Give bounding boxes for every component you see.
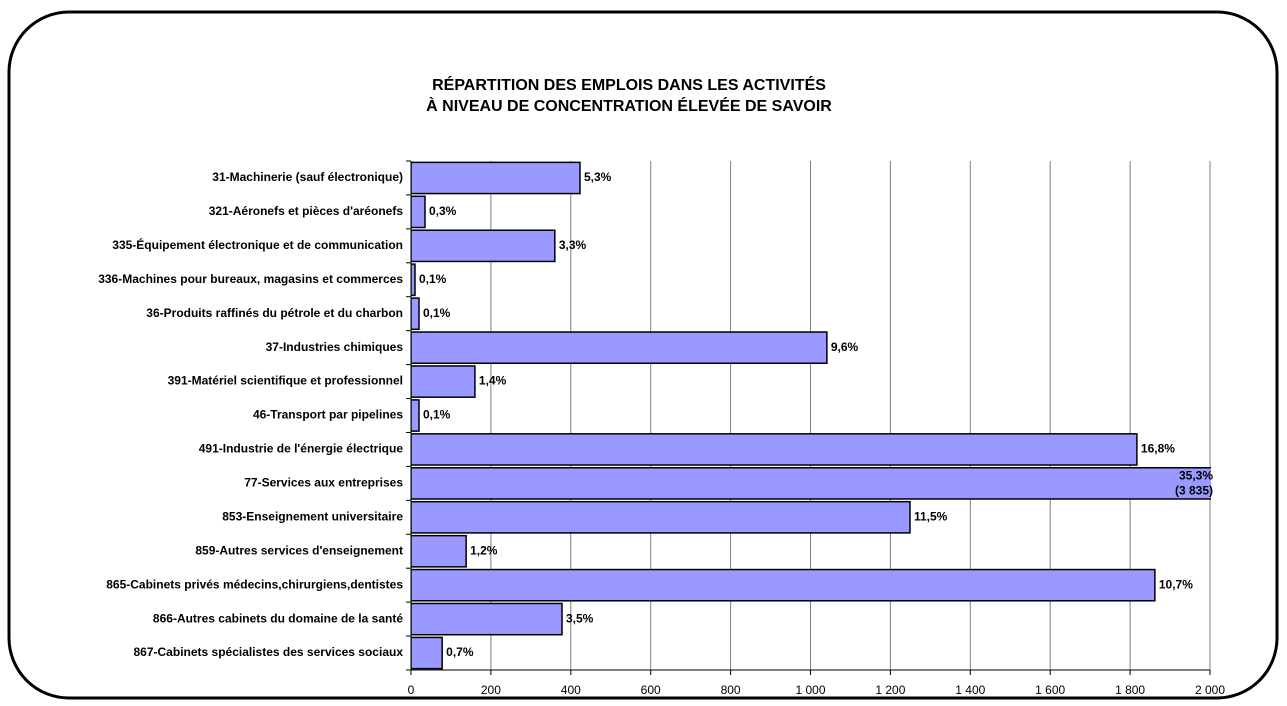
plot-area <box>411 161 1211 670</box>
share-label: 35,3% <box>1179 469 1213 483</box>
x-tick-label: 1 800 <box>1115 683 1145 697</box>
bar <box>411 331 828 364</box>
y-tick-label: 853-Enseignement universitaire <box>222 509 403 523</box>
y-tick-label: 77-Services aux entreprises <box>244 476 403 490</box>
x-tick-label: 1 600 <box>1035 683 1065 697</box>
bar <box>411 263 416 297</box>
x-tick-label: 600 <box>641 683 661 697</box>
chart-title: RÉPARTITION DES EMPLOIS DANS LES ACTIVIT… <box>432 75 826 94</box>
share-label: 1,2% <box>470 543 498 557</box>
bar <box>411 500 911 534</box>
x-tick-label: 1 000 <box>795 683 825 697</box>
share-label: 5,3% <box>584 170 612 184</box>
value-label: (3 835) <box>1175 484 1213 498</box>
x-tick-label: 1 400 <box>955 683 985 697</box>
bar <box>411 568 1156 602</box>
bar <box>411 297 420 331</box>
y-tick-label: 37-Industries chimiques <box>266 340 404 354</box>
y-tick-label: 336-Machines pour bureaux, magasins et c… <box>98 272 403 286</box>
bar <box>411 229 556 263</box>
y-tick-label: 335-Équipement électronique et de commun… <box>112 237 403 252</box>
y-tick-label: 46-Transport par pipelines <box>253 408 403 422</box>
bar <box>411 467 1211 500</box>
share-label: 16,8% <box>1141 442 1175 456</box>
share-label: 10,7% <box>1159 577 1193 591</box>
share-label: 3,5% <box>566 611 594 625</box>
bar <box>411 195 426 229</box>
x-tick-label: 800 <box>721 683 741 697</box>
share-label: 0,7% <box>446 645 474 659</box>
bar <box>411 161 581 195</box>
x-tick-label: 200 <box>481 683 501 697</box>
share-label: 0,1% <box>423 306 451 320</box>
y-tick-label: 391-Matériel scientifique et professionn… <box>168 374 403 388</box>
chart-subtitle: À NIVEAU DE CONCENTRATION ÉLEVÉE DE SAVO… <box>426 96 832 115</box>
y-tick-label: 31-Machinerie (sauf électronique) <box>212 170 403 184</box>
x-tick-label: 2 000 <box>1195 683 1225 697</box>
y-tick-label: 321-Aéronefs et pièces d'aréonefs <box>209 204 404 218</box>
bar <box>411 636 443 670</box>
x-tick-label: 400 <box>561 683 581 697</box>
share-label: 9,6% <box>831 340 859 354</box>
y-tick-label: 491-Industrie de l'énergie électrique <box>199 442 404 456</box>
y-tick-label: 36-Produits raffinés du pétrole et du ch… <box>146 306 403 320</box>
bar <box>411 365 476 398</box>
share-label: 0,1% <box>423 408 451 422</box>
share-label: 3,3% <box>559 238 587 252</box>
x-tick-label: 0 <box>408 683 415 697</box>
bar <box>411 399 420 432</box>
y-tick-label: 866-Autres cabinets du domaine de la san… <box>153 611 403 625</box>
y-tick-label: 859-Autres services d'enseignement <box>195 543 403 557</box>
bar <box>411 433 1138 466</box>
share-label: 0,3% <box>429 204 457 218</box>
share-label: 11,5% <box>914 509 948 523</box>
y-tick-label: 867-Cabinets spécialistes des services s… <box>134 645 404 659</box>
share-label: 1,4% <box>479 374 507 388</box>
bar <box>411 534 467 568</box>
share-label: 0,1% <box>419 272 447 286</box>
x-tick-label: 1 200 <box>875 683 905 697</box>
y-tick-label: 865-Cabinets privés médecins,chirurgiens… <box>106 577 403 591</box>
bar <box>411 602 563 636</box>
